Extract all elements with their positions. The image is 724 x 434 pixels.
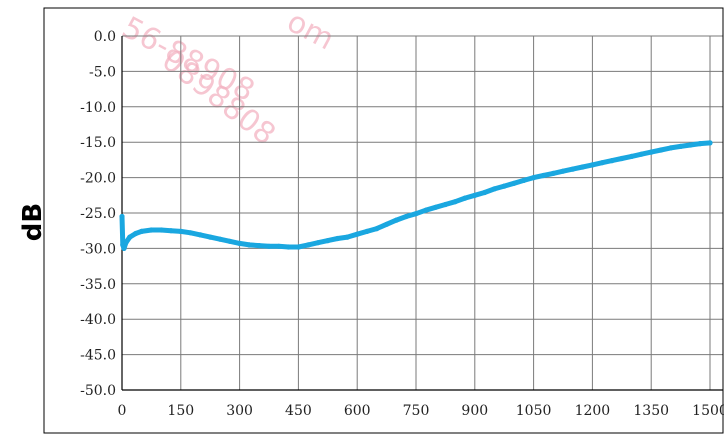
data-point bbox=[354, 231, 360, 237]
data-point bbox=[687, 142, 694, 148]
y-tick-label: 0.0 bbox=[94, 29, 116, 45]
data-point bbox=[325, 238, 331, 244]
data-point bbox=[139, 228, 145, 234]
data-point bbox=[462, 195, 468, 201]
data-point bbox=[472, 192, 478, 198]
data-point bbox=[276, 243, 282, 249]
data-point bbox=[707, 140, 713, 146]
x-tick-label: 1050 bbox=[516, 403, 552, 419]
data-point bbox=[344, 234, 350, 240]
data-point bbox=[315, 240, 321, 246]
x-tick-label: 150 bbox=[167, 403, 194, 419]
data-point bbox=[123, 240, 129, 246]
data-point bbox=[531, 175, 537, 181]
data-point bbox=[295, 244, 301, 250]
y-tick-label: -40.0 bbox=[80, 312, 116, 328]
data-point bbox=[697, 141, 703, 147]
y-tick-label: -25.0 bbox=[80, 206, 116, 222]
data-point bbox=[148, 227, 154, 233]
x-tick-label: 450 bbox=[285, 403, 312, 419]
data-point bbox=[501, 183, 507, 189]
data-point bbox=[638, 151, 645, 157]
data-point bbox=[168, 228, 174, 234]
data-point bbox=[384, 221, 390, 227]
x-tick-label: 600 bbox=[344, 403, 371, 419]
data-point bbox=[178, 228, 184, 234]
data-point bbox=[374, 226, 380, 232]
data-point bbox=[511, 180, 517, 186]
y-tick-label: -15.0 bbox=[80, 135, 116, 151]
data-point bbox=[658, 147, 664, 153]
data-point bbox=[121, 245, 127, 251]
data-point bbox=[678, 143, 684, 149]
x-tick-label: 750 bbox=[403, 403, 430, 419]
data-point bbox=[256, 243, 262, 249]
x-tick-label: 1500 bbox=[692, 403, 724, 419]
data-point bbox=[207, 234, 213, 240]
data-point bbox=[227, 238, 233, 244]
data-point bbox=[619, 155, 625, 162]
data-point bbox=[609, 158, 615, 164]
data-point bbox=[127, 234, 133, 240]
data-point bbox=[442, 201, 448, 208]
data-point bbox=[217, 236, 223, 242]
data-point bbox=[629, 153, 635, 159]
x-tick-labels: 0 150 300 450 600 750 900 1050 1200 1350 1500 bbox=[118, 403, 724, 419]
data-point bbox=[589, 162, 596, 168]
data-point bbox=[521, 177, 527, 183]
data-point bbox=[188, 230, 194, 236]
data-point bbox=[580, 164, 586, 170]
data-point bbox=[246, 242, 252, 248]
data-point bbox=[540, 172, 547, 179]
data-point bbox=[286, 244, 292, 250]
y-tick-label: -30.0 bbox=[80, 241, 116, 257]
data-point bbox=[452, 199, 458, 205]
data-point bbox=[119, 213, 125, 220]
data-point bbox=[570, 166, 576, 172]
data-point bbox=[237, 240, 243, 246]
x-tick-label: 900 bbox=[461, 403, 488, 419]
data-point bbox=[550, 170, 556, 176]
data-point bbox=[599, 160, 605, 166]
y-tick-label: -35.0 bbox=[80, 277, 116, 293]
data-point bbox=[266, 243, 272, 249]
x-tick-label: 1200 bbox=[575, 403, 611, 419]
data-point bbox=[133, 230, 139, 237]
data-point bbox=[560, 168, 566, 174]
series-layer bbox=[119, 140, 713, 251]
x-tick-label: 0 bbox=[118, 403, 127, 419]
data-point bbox=[403, 213, 409, 220]
x-tick-label: 300 bbox=[226, 403, 253, 419]
y-tick-label: -5.0 bbox=[89, 64, 116, 80]
data-point bbox=[413, 211, 419, 217]
y-tick-label: -10.0 bbox=[80, 100, 116, 116]
data-point bbox=[393, 217, 399, 223]
data-point bbox=[335, 235, 341, 242]
data-point bbox=[364, 228, 370, 234]
data-point bbox=[158, 227, 164, 233]
y-axis-label: dB bbox=[18, 203, 48, 241]
data-point bbox=[197, 232, 203, 238]
plot-frame bbox=[43, 7, 724, 434]
y-tick-label: -50.0 bbox=[80, 383, 116, 399]
x-tick-label: 1350 bbox=[633, 403, 669, 419]
data-point bbox=[482, 189, 488, 196]
y-tick-labels: 0.0 -5.0 -10.0 -15.0 -20.0 -25.0 -30.0 -35.0 -40… bbox=[80, 29, 116, 399]
data-point bbox=[648, 149, 654, 155]
data-point bbox=[433, 204, 439, 210]
data-point bbox=[305, 242, 311, 248]
data-point bbox=[491, 186, 497, 192]
y-tick-label: -45.0 bbox=[80, 348, 116, 364]
data-point bbox=[668, 145, 674, 151]
y-tick-label: -20.0 bbox=[80, 171, 116, 187]
data-point bbox=[423, 207, 429, 213]
